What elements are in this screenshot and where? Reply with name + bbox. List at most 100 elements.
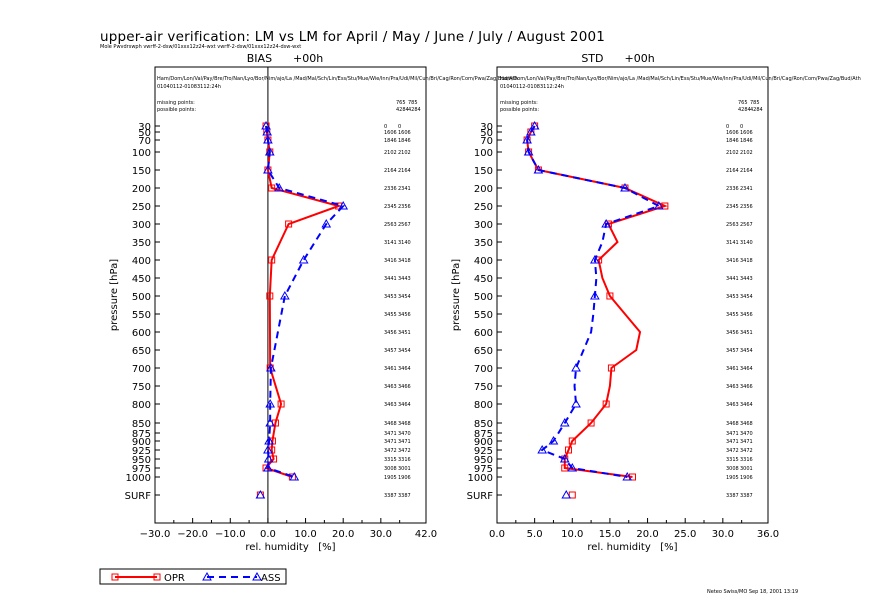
obs-count-a: 3468 [384,421,397,427]
y-tick-label: 1000 [468,473,493,484]
obs-count-b: 3466 [398,384,411,390]
obs-count-b: 1606 [398,130,411,136]
obs-count-a: 1606 [384,130,397,136]
obs-count-a: 2164 [384,168,397,174]
y-tick-label: 875 [474,429,493,440]
possible-count-a: 4284 [738,107,751,113]
obs-count-a: 3457 [384,348,397,354]
y-tick-label: 700 [132,364,151,375]
obs-count-b: 3472 [398,448,411,454]
point-marker-ass [571,362,581,372]
point-marker-ass [289,471,300,481]
obs-count-a: 3463 [726,402,739,408]
obs-count-a: 3463 [384,384,397,390]
point-marker-opr [268,256,276,264]
series-line-opr [264,125,343,478]
obs-count-a: 3471 [726,431,739,437]
obs-count-b: 3472 [740,448,753,454]
station-list: Ham/Dom/Lon/Val/Pay/Bre/Tro/Nan/Lyo/Bor/… [500,76,861,82]
obs-count-a: 2164 [726,168,739,174]
y-tick-label: 975 [474,464,493,475]
obs-count-b: 3466 [740,384,753,390]
obs-count-a: 3453 [726,294,739,300]
y-tick-label: 550 [132,310,151,321]
obs-count-a: 3141 [384,240,397,246]
footer-stamp: Neteo Swiss/MO Sep 18, 2001 13:19 [707,589,799,595]
point-marker-opr [661,202,669,210]
obs-count-b: 2102 [398,150,411,156]
obs-count-a: 1846 [726,138,739,144]
point-marker-ass [338,200,349,210]
point-marker-ass [620,182,630,192]
point-marker-ass [264,435,274,445]
missing-count-a: 765 [738,100,748,106]
obs-count-a: 3463 [726,384,739,390]
point-marker-opr [602,400,610,408]
missing-count-a: 765 [396,100,406,106]
series-line-ass [526,125,662,478]
point-marker-ass [321,218,332,228]
point-marker-ass [263,134,273,144]
point-marker-ass [533,164,544,174]
point-marker-ass [265,417,276,427]
point-marker-opr [568,437,576,445]
obs-count-a: 2102 [384,150,397,156]
obs-count-a: 3441 [384,276,397,282]
page-subtitle: Mole Pwvdrswph vwrff-2-dsw/01xxx12z24-wx… [100,44,302,50]
y-tick-label: 550 [474,310,493,321]
obs-count-a: 3141 [726,240,739,246]
series-line-ass [265,125,346,478]
x-tick-label: −10.0 [215,529,246,540]
possible-label: possible points: [157,107,196,113]
obs-count-a: 2345 [726,204,739,210]
obs-count-a: 1846 [384,138,397,144]
missing-count-b: 785 [408,100,418,106]
point-marker-ass [263,453,274,463]
possible-label: possible points: [500,107,539,113]
point-marker-ass [653,200,664,210]
obs-count-a: 3416 [384,258,397,264]
obs-count-b: 3464 [740,402,753,408]
point-marker-opr [606,292,614,300]
point-marker-ass [263,462,273,472]
obs-count-b: 2341 [740,186,753,192]
point-marker-opr [565,446,573,454]
obs-count-b: 1846 [398,138,411,144]
x-tick-label: 30.0 [370,529,392,540]
y-tick-label: 1000 [126,473,151,484]
obs-count-b: 3140 [398,240,411,246]
legend-frame [99,568,287,585]
obs-count-a: 3455 [384,312,397,318]
chart-panel-bias: BIAS +00h Ham/Dom/Lon/Val/Pay/Bre/Tro/Nan… [109,52,518,553]
y-tick-label: 150 [474,166,493,177]
y-tick-label: 500 [132,292,151,303]
y-tick-label: 950 [132,455,151,466]
point-marker-ass [622,471,633,481]
y-tick-label: 100 [132,148,151,159]
y-tick-label: 950 [474,455,493,466]
point-marker-ass [589,290,600,300]
obs-count-a: 2563 [726,222,739,228]
point-marker-ass [266,362,276,372]
x-axis-label: rel. humidity [%] [245,542,335,553]
obs-count-b: 3468 [398,421,411,427]
obs-count-b: 1606 [740,130,753,136]
point-marker-ass [548,435,559,445]
chart-panel-std: STD +00h Ham/Dom/Lon/Val/Pay/Bre/Tro/Nan/… [451,52,861,553]
obs-count-a: 1606 [726,130,739,136]
obs-count-b: 3387 [398,493,411,499]
point-marker-ass [559,453,570,463]
x-tick-label: 30.0 [712,529,734,540]
obs-count-b: 3316 [398,457,411,463]
y-tick-label: 875 [132,429,151,440]
obs-count-b: 3454 [740,294,753,300]
y-tick-label: 100 [474,148,493,159]
obs-count-b: 3001 [398,466,411,472]
panel-title: STD +00h [581,52,654,65]
point-marker-opr [266,292,274,300]
y-tick-label: 400 [132,256,151,267]
obs-count-a: 3472 [726,448,739,454]
obs-count-a: 2336 [726,186,739,192]
point-marker-ass [522,134,532,144]
y-tick-label: 250 [474,202,493,213]
